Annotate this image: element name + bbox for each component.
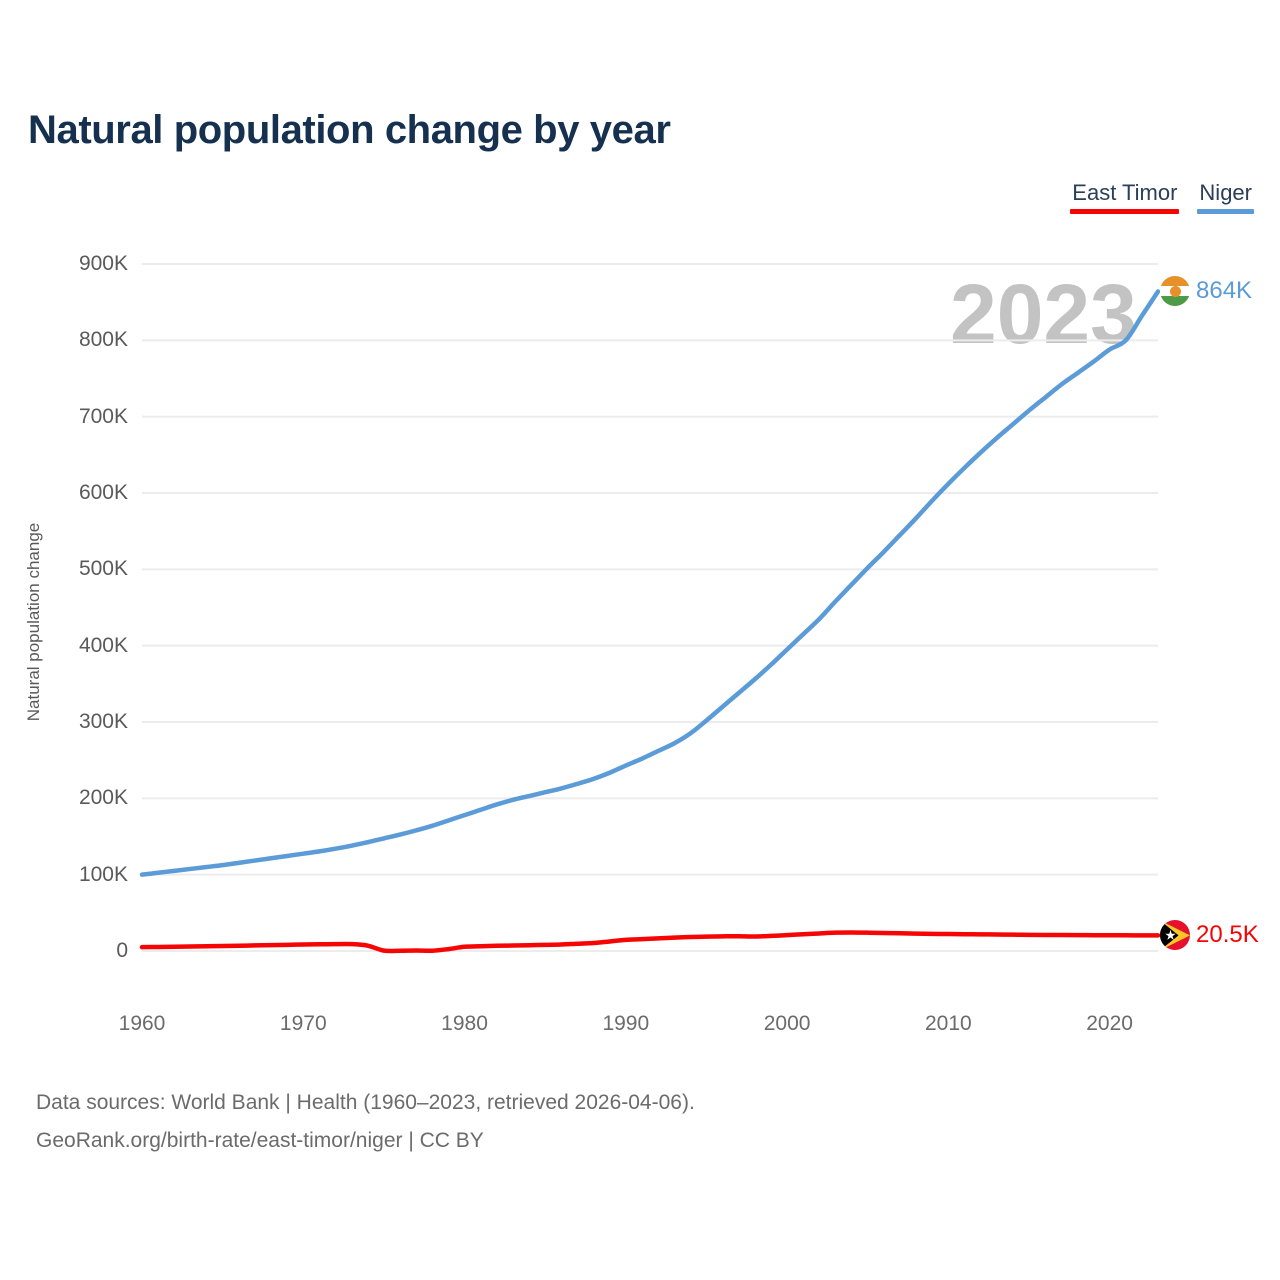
y-tick-label: 600K — [78, 481, 128, 504]
x-tick-label: 1970 — [279, 1012, 327, 1035]
chart-legend: East Timor Niger — [1070, 180, 1254, 214]
page-title: Natural population change by year — [28, 108, 671, 152]
year-watermark: 2023 — [950, 267, 1137, 361]
footer-line-url: GeoRank.org/birth-rate/east-timor/niger … — [36, 1129, 484, 1152]
legend-color-swatch-east-timor — [1070, 209, 1180, 214]
y-tick-label: 800K — [78, 328, 128, 352]
y-tick-label: 500K — [78, 557, 128, 581]
x-tick-label: 2000 — [763, 1012, 811, 1035]
y-tick-label: 700K — [78, 404, 128, 428]
y-tick-label: 400K — [78, 633, 128, 657]
x-tick-label: 1990 — [602, 1012, 650, 1035]
footer-line-sources: Data sources: World Bank | Health (1960–… — [36, 1091, 695, 1114]
y-tick-label: 900K — [78, 252, 128, 275]
east-timor-endpoint: 20.5K — [1160, 920, 1259, 951]
legend-label-east-timor: East Timor — [1072, 180, 1178, 205]
x-tick-label: 1960 — [118, 1012, 166, 1035]
data-line-niger — [139, 289, 1161, 877]
x-tick-label: 2010 — [924, 1012, 972, 1035]
y-tick-label: 100K — [78, 862, 128, 886]
legend-item-east-timor[interactable]: East Timor — [1070, 180, 1180, 214]
x-tick-label: 1980 — [441, 1012, 488, 1035]
niger-endpoint-value: 864K — [1196, 277, 1253, 305]
legend-color-swatch-niger — [1197, 209, 1254, 214]
y-tick-label: 300K — [78, 710, 128, 733]
chart-gridlines — [142, 263, 1158, 952]
footer-attribution: Data sources: World Bank | Health (1960–… — [36, 1084, 695, 1160]
legend-item-niger[interactable]: Niger — [1197, 180, 1254, 214]
niger-flag-icon — [1160, 276, 1190, 307]
y-tick-label: 0 — [116, 939, 128, 962]
niger-endpoint: 864K — [1160, 276, 1253, 307]
east-timor-flag-icon — [1160, 920, 1190, 951]
y-tick-label: 200K — [78, 786, 128, 810]
x-tick-label: 2020 — [1086, 1012, 1133, 1035]
legend-label-niger: Niger — [1199, 180, 1252, 205]
data-line-east-timor — [139, 930, 1161, 954]
east-timor-endpoint-value: 20.5K — [1196, 921, 1259, 949]
